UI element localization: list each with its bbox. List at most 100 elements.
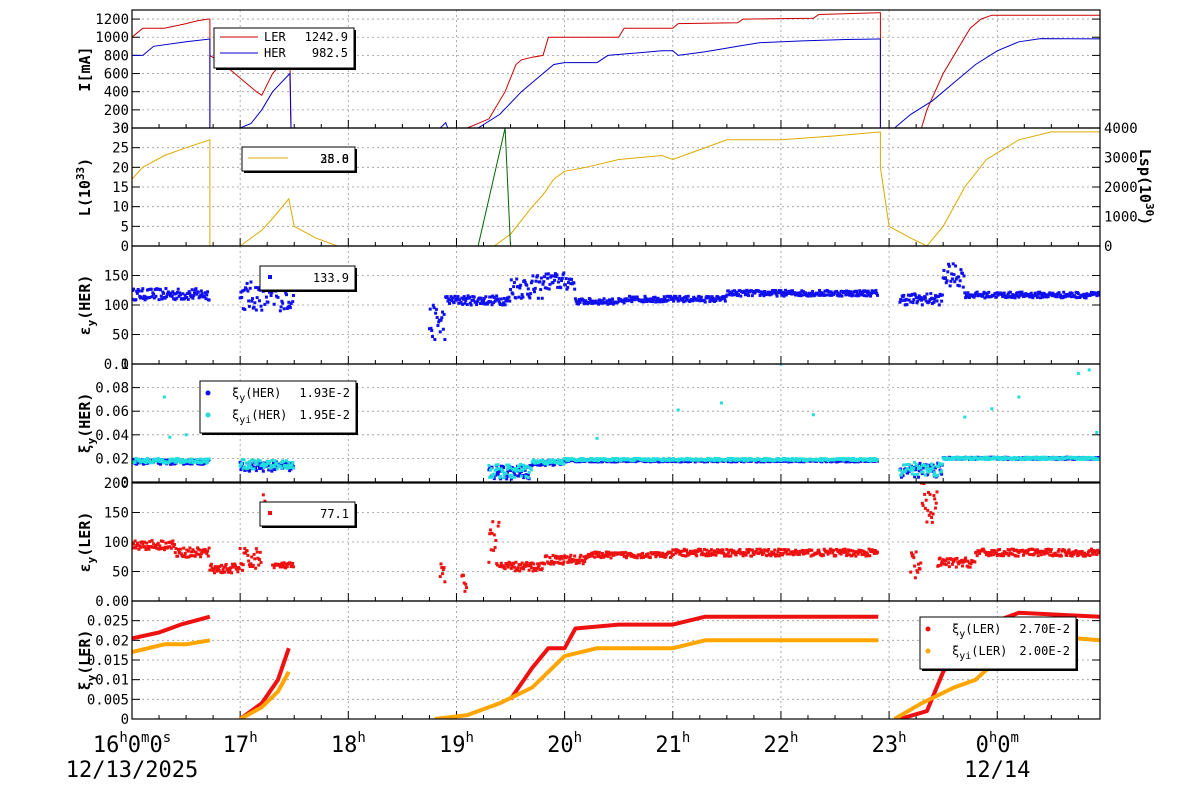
data-point (1010, 547, 1014, 551)
data-point (803, 551, 807, 555)
data-point (498, 469, 502, 473)
data-point (752, 290, 756, 294)
data-point (933, 297, 937, 301)
data-point (902, 293, 906, 297)
data-point (751, 551, 755, 555)
data-point (430, 328, 434, 332)
data-point (553, 272, 557, 276)
data-point (515, 277, 519, 281)
data-point (281, 563, 285, 567)
data-point (518, 569, 522, 573)
data-point (723, 297, 727, 301)
data-point (138, 460, 142, 464)
data-point (926, 490, 930, 494)
data-point (179, 552, 183, 556)
data-point (281, 460, 285, 464)
data-point (247, 469, 251, 473)
data-point (631, 459, 635, 463)
data-point (552, 274, 556, 278)
data-point (666, 298, 670, 302)
data-point (1022, 551, 1026, 555)
data-point (1094, 292, 1098, 296)
data-point (924, 463, 928, 467)
data-point (156, 541, 160, 545)
data-point (590, 554, 594, 558)
data-point (171, 539, 175, 543)
data-point (1023, 457, 1027, 461)
data-point (1087, 549, 1091, 553)
data-point (439, 318, 443, 322)
data-point (691, 552, 695, 556)
data-point (588, 460, 592, 464)
data-point (855, 292, 859, 296)
data-point (179, 461, 183, 465)
data-point (463, 301, 467, 305)
data-point (514, 560, 518, 564)
data-point (1006, 548, 1010, 552)
data-point (228, 568, 232, 572)
data-point (257, 466, 261, 470)
data-point (147, 287, 151, 291)
data-point (653, 295, 657, 299)
data-point (632, 296, 636, 300)
data-point (743, 293, 747, 297)
data-point (913, 473, 917, 477)
data-point (714, 553, 718, 557)
data-point (794, 548, 798, 552)
data-point (786, 291, 790, 295)
data-point (1076, 553, 1080, 557)
data-point (1047, 548, 1051, 552)
data-point (912, 298, 916, 302)
data-point (269, 294, 273, 298)
data-point (554, 554, 558, 558)
data-point (731, 289, 735, 293)
data-point (1012, 549, 1016, 553)
data-point (981, 294, 985, 298)
data-point (651, 300, 655, 304)
data-point (760, 553, 764, 557)
data-point (540, 296, 544, 300)
data-point (735, 290, 739, 294)
data-point (185, 548, 189, 552)
data-point (562, 271, 566, 275)
data-point (259, 461, 263, 465)
data-point (956, 560, 960, 564)
data-point (898, 300, 902, 304)
data-point (594, 301, 598, 305)
data-point (1067, 294, 1071, 298)
data-point (799, 294, 803, 298)
data-point (1071, 550, 1075, 554)
data-point (282, 307, 286, 311)
data-point (285, 565, 289, 569)
outlier-point (184, 433, 188, 437)
data-point (638, 553, 642, 557)
data-point (536, 274, 540, 278)
data-point (263, 499, 267, 503)
data-point (178, 458, 182, 462)
data-point (270, 458, 274, 462)
data-point (512, 565, 516, 569)
data-point (760, 292, 764, 296)
data-point (247, 463, 251, 467)
data-point (261, 469, 265, 473)
data-point (874, 549, 878, 553)
data-point (746, 550, 750, 554)
data-point (920, 470, 924, 474)
data-point (1068, 551, 1072, 555)
data-point (913, 576, 917, 580)
data-point (744, 291, 748, 295)
data-point (971, 458, 975, 462)
data-point (1072, 552, 1076, 556)
data-point (564, 277, 568, 281)
data-point (959, 560, 963, 564)
data-point (207, 457, 211, 461)
data-point (712, 459, 716, 463)
data-point (969, 562, 973, 566)
data-point (520, 293, 524, 297)
data-point (187, 555, 191, 559)
data-point (1084, 296, 1088, 300)
data-point (702, 553, 706, 557)
data-point (143, 545, 147, 549)
data-point (240, 465, 244, 469)
